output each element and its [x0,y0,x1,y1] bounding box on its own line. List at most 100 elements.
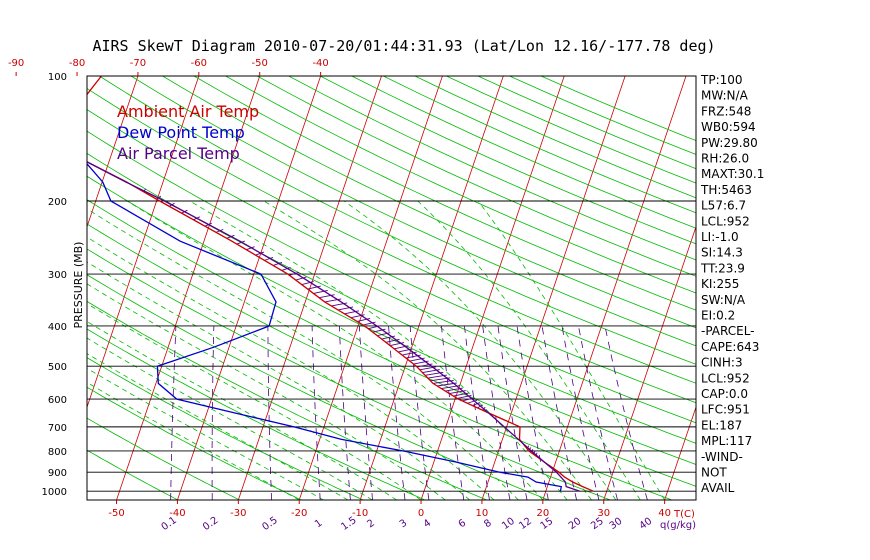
mixing-ratio-line [359,325,373,500]
cape-hatch-mark [377,332,391,337]
dry-adiabat-line [225,76,696,294]
mixing-ratio-line [578,325,618,500]
mixing-ratio-line [441,325,465,500]
cape-hatch-mark [313,290,328,294]
moist-adiabat-line [87,321,397,500]
moist-adiabat-line [87,303,422,500]
cape-hatch-mark [372,328,386,333]
moist-adiabat-line [343,200,617,500]
dry-adiabat-line [99,76,696,365]
stability-index-item: TT:23.9 [700,261,745,275]
stability-index-item: WB0:594 [701,120,756,134]
isotherm-line [116,76,261,500]
legend-ambient: Ambient Air Temp [117,102,259,121]
cape-hatch-mark [246,246,255,251]
stability-index-item: LI:-1.0 [701,230,739,244]
cape-hatch-mark [289,271,300,276]
mixing-ratio-label: 40 [638,516,655,532]
bottom-tick-label: -30 [230,508,246,519]
bottom-tick-label: -10 [352,508,368,519]
mixing-ratio-label: 4 [422,518,434,531]
cape-hatching [143,188,538,457]
dry-adiabat-line [87,357,364,500]
cape-hatch-mark [273,262,283,266]
mixing-ratio-line [311,325,321,500]
stability-index-item: EL:187 [701,418,742,432]
bottom-tick-label: 0 [418,508,424,519]
isobar-lines [87,75,696,492]
stability-index-item: L57:6.7 [701,199,746,213]
isotherm-lines [0,76,870,500]
chart-title: AIRS SkewT Diagram 2010-07-20/01:44:31.9… [92,37,715,55]
pressure-tick-label: 400 [48,322,67,333]
bottom-tick-label: -20 [291,508,307,519]
legend-parcel: Air Parcel Temp [117,144,240,163]
stability-index-item: -WIND- [701,450,743,464]
mixing-ratio-line [388,325,406,500]
mixing-ratio-label: 10 [500,516,517,532]
moist-adiabat-line [87,208,519,500]
stability-index-item: SW:N/A [701,293,746,307]
pressure-tick-label: 900 [48,468,67,479]
moist-adiabat-line [189,200,568,500]
stability-index-item: CAP:0.0 [701,387,748,401]
sounding-profiles [87,76,594,492]
moist-adiabat-line [87,353,349,500]
isotherm-line [786,76,870,500]
cape-hatch-mark [381,335,396,340]
isotherm-line [603,225,696,500]
bottom-tick-label: 20 [536,508,549,519]
bottom-tick-label: 10 [476,508,489,519]
dry-adiabat-line [87,328,426,500]
mixing-ratio-line [604,325,648,500]
cape-hatch-mark [467,399,478,404]
mixing-ratio-line [541,325,577,500]
moist-adiabat-line [87,236,495,500]
pressure-tick-label: 500 [48,362,67,373]
cape-hatch-mark [385,338,400,343]
cape-hatch-mark [264,256,274,261]
stability-index-item: CINH:3 [701,356,743,370]
dry-adiabat-line [87,248,611,500]
stability-index-item: EI:0.2 [701,309,735,323]
mixing-ratio-line [170,325,177,500]
moist-adiabat-line [263,200,592,500]
mixing-unit-label: q(g/kg) [660,520,696,531]
stability-index-item: MW:N/A [701,89,749,103]
cape-hatch-mark [281,267,291,271]
pressure-tick-label: 700 [48,423,67,434]
dry-adiabat-line [351,76,696,229]
stability-index-item: KI:255 [701,277,739,291]
isotherm-line [0,76,16,500]
dry-adiabat-lines [87,76,696,500]
cape-hatch-mark [319,294,335,299]
dry-adiabat-line [87,87,696,384]
moist-adiabat-line [87,261,470,500]
stability-index-item: CAPE:643 [701,340,759,354]
dry-adiabat-line [288,76,696,261]
top-axis: -120-110-100-90-80-70-60-50-40 [8,58,329,76]
stability-index-item: LCL:952 [701,214,750,228]
stability-index-item: FRZ:548 [701,104,751,118]
pressure-tick-label: 1000 [42,487,67,498]
stability-index-item: TH:5463 [700,183,752,197]
mixing-ratio-line [561,325,600,500]
bottom-tick-label: 40 [658,508,671,519]
dry-adiabat-line [87,417,240,500]
mixing-ratio-line [409,325,430,500]
top-tick-label: -50 [252,58,268,69]
pressure-axis: 100 200 300 400 500 600 700 800 900 1000 [42,72,67,498]
mixing-ratio-line [211,325,215,500]
stability-index-item: SI:14.3 [701,246,743,260]
legend: Ambient Air Temp Dew Point Temp Air Parc… [117,102,259,163]
legend-dewpoint: Dew Point Temp [117,123,245,142]
moist-adiabat-lines [87,200,665,500]
cape-hatch-mark [338,306,354,311]
stability-index-item: AVAIL [701,481,735,495]
stability-index-item: MPL:117 [701,434,752,448]
pressure-tick-label: 100 [48,72,67,83]
mixing-ratio-label: 30 [608,516,625,532]
stability-index-item: -PARCEL- [701,324,755,338]
